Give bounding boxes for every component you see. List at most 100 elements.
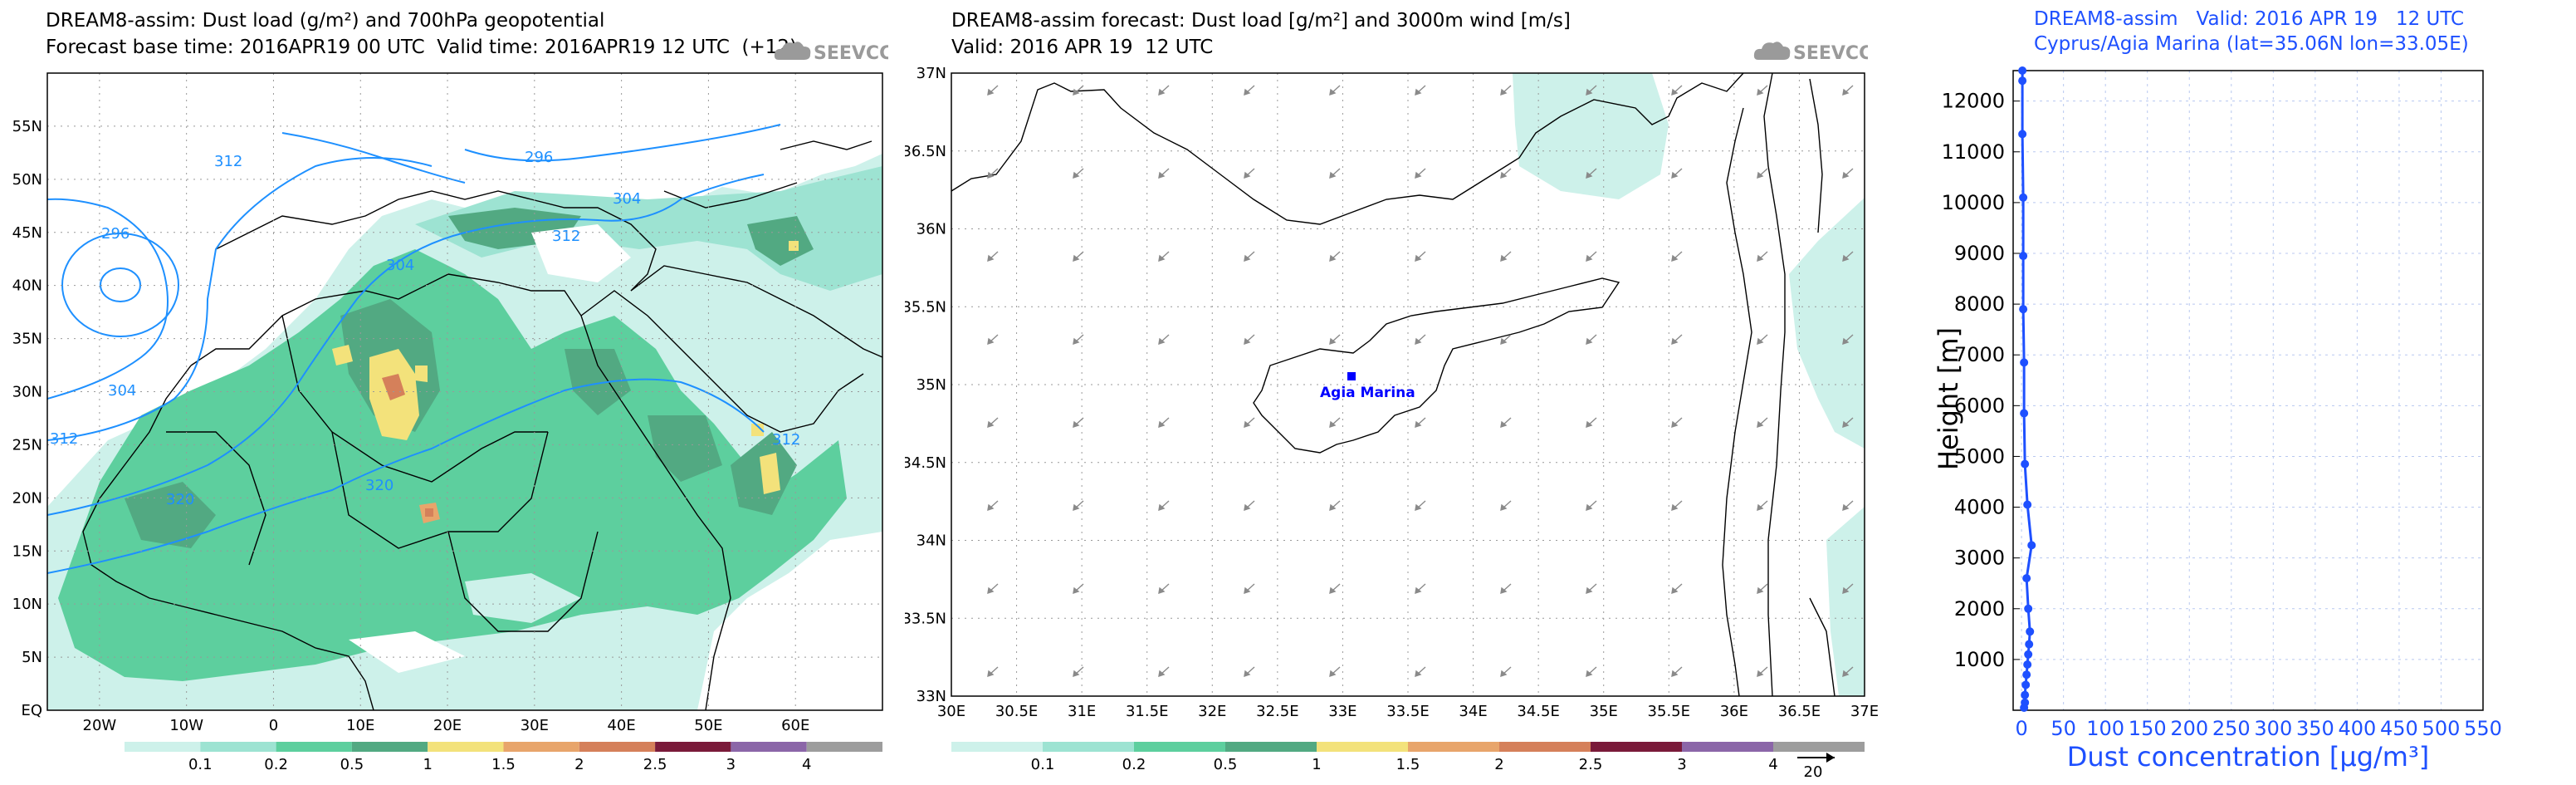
lon-tick-label: 30E	[521, 717, 549, 734]
x-tick-label: 50	[2051, 717, 2076, 740]
wind-arrow-head	[1415, 254, 1422, 262]
lat-tick-label: 35.5N	[905, 298, 946, 316]
wind-arrow-head	[987, 171, 995, 179]
colorbar-label: 0.5	[1214, 756, 1238, 773]
wind-arrow-head	[1415, 503, 1422, 512]
colorbar-swatch	[1317, 742, 1408, 752]
wind-arrow-head	[1671, 171, 1679, 179]
wind-arrow-head	[1244, 420, 1251, 429]
wind-arrow-head	[1244, 503, 1251, 512]
profile-point	[2018, 130, 2027, 139]
wind-arrow-head	[1073, 254, 1080, 262]
colorbar-swatch	[503, 742, 579, 752]
lat-tick-label: 10N	[12, 596, 42, 613]
lon-tick-label: 33.5E	[1386, 703, 1429, 720]
profile-point	[2019, 252, 2028, 261]
wind-arrow-head	[1158, 337, 1166, 346]
lat-tick-label: 25N	[12, 436, 42, 454]
x-tick-label: 400	[2338, 717, 2376, 740]
lon-tick-label: 31.5E	[1126, 703, 1168, 720]
profile-point	[2023, 500, 2032, 509]
wind-arrow-head	[1158, 171, 1166, 179]
lon-tick-label: 40E	[607, 717, 635, 734]
profile-chart: 1000200030004000500060007000800090001000…	[1933, 66, 2502, 773]
profile-point	[2022, 670, 2031, 680]
colorbar-label: 2.5	[1579, 756, 1603, 773]
lon-tick-label: 34E	[1459, 703, 1487, 720]
contour-label: 312	[772, 431, 800, 449]
contour-label: 312	[552, 228, 580, 245]
wind-arrow-head	[1158, 254, 1166, 262]
y-tick-label: 2000	[1954, 597, 2005, 621]
colorbar-label: 0.2	[1122, 756, 1146, 773]
left-title: DREAM8-assim: Dust load (g/m²) and 700hP…	[46, 10, 605, 32]
colorbar-swatch	[200, 742, 276, 752]
wind-arrow-head	[1671, 503, 1679, 512]
lon-tick-label: 37E	[1850, 703, 1879, 720]
contour-label: 296	[101, 225, 130, 243]
wind-arrow-head	[1500, 88, 1508, 96]
lat-tick-label: 30N	[12, 384, 42, 401]
middle-title: DREAM8-assim forecast: Dust load [g/m²] …	[951, 10, 1571, 32]
wind-arrow-head	[1757, 420, 1764, 429]
wind-arrow-head	[1244, 337, 1251, 346]
lat-tick-label: 15N	[12, 542, 42, 560]
lon-tick-label: 10W	[169, 717, 203, 734]
x-tick-label: 0	[2015, 717, 2027, 740]
profile-point	[2024, 650, 2033, 659]
lon-tick-label: 20E	[433, 717, 462, 734]
wind-arrow-head	[1329, 670, 1337, 678]
wind-arrow-head	[987, 670, 995, 678]
profile-series-line	[2021, 71, 2033, 709]
x-tick-label: 550	[2464, 717, 2502, 740]
y-tick-label: 3000	[1954, 547, 2005, 570]
wind-arrow-head	[1500, 171, 1508, 179]
left-subtitle: Forecast base time: 2016APR19 00 UTC Val…	[46, 37, 798, 58]
contour-label: 304	[386, 257, 414, 274]
y-tick-label: 12000	[1942, 90, 2005, 113]
lon-tick-label: 60E	[781, 717, 809, 734]
profile-point	[2021, 690, 2030, 699]
colorbar-swatch	[351, 742, 428, 752]
x-axis-label: Dust concentration [µg/m³]	[2067, 741, 2430, 773]
colorbar-swatch	[276, 742, 352, 752]
lat-tick-label: 33.5N	[905, 610, 946, 627]
wind-arrow-head	[1244, 586, 1251, 595]
wind-arrow-head	[1757, 670, 1764, 678]
wind-arrow-head	[1415, 670, 1422, 678]
wind-arrow-head	[1757, 254, 1764, 262]
wind-arrow-head	[1842, 337, 1850, 346]
wind-arrow-head	[1842, 586, 1850, 595]
colorbar-swatch	[1499, 742, 1591, 752]
wind-arrow-head	[1329, 503, 1337, 512]
y-tick-label: 1000	[1954, 648, 2005, 671]
profile-point	[2021, 680, 2031, 689]
y-tick-label: 7000	[1954, 343, 2005, 366]
profile-point	[2023, 660, 2032, 669]
wind-arrow-head	[1671, 337, 1679, 346]
lat-tick-label: 36.5N	[905, 143, 946, 160]
wind-arrow-head	[1671, 420, 1679, 429]
wind-arrow-head	[1158, 670, 1166, 678]
colorbar-swatch	[125, 742, 201, 752]
middle-map: Agia Marina 37N 36.5N 36N 35.5N 35N 34.5N 34N 3…	[905, 65, 1879, 781]
lon-tick-label: 32E	[1198, 703, 1226, 720]
lat-tick-label: 40N	[12, 277, 42, 295]
wind-arrow-head	[1671, 670, 1679, 678]
y-tick-label: 9000	[1954, 242, 2005, 265]
profile-point	[2019, 305, 2028, 314]
contour-label: 320	[166, 491, 194, 508]
lat-tick-label: 34N	[917, 532, 946, 550]
profile-point	[2021, 459, 2030, 469]
contour-label: 320	[365, 477, 393, 494]
wind-arrow-head	[1757, 503, 1764, 512]
profile-point	[2018, 76, 2027, 86]
lat-tick-label: 55N	[12, 118, 42, 135]
wind-arrow-head	[1244, 670, 1251, 678]
wind-arrow-head	[1586, 88, 1593, 96]
colorbar-label: 2	[1494, 756, 1503, 773]
lat-tick-label: 20N	[12, 489, 42, 507]
station-marker	[1347, 372, 1356, 380]
lon-tick-label: 0	[269, 717, 278, 734]
profile-point	[2020, 409, 2029, 418]
